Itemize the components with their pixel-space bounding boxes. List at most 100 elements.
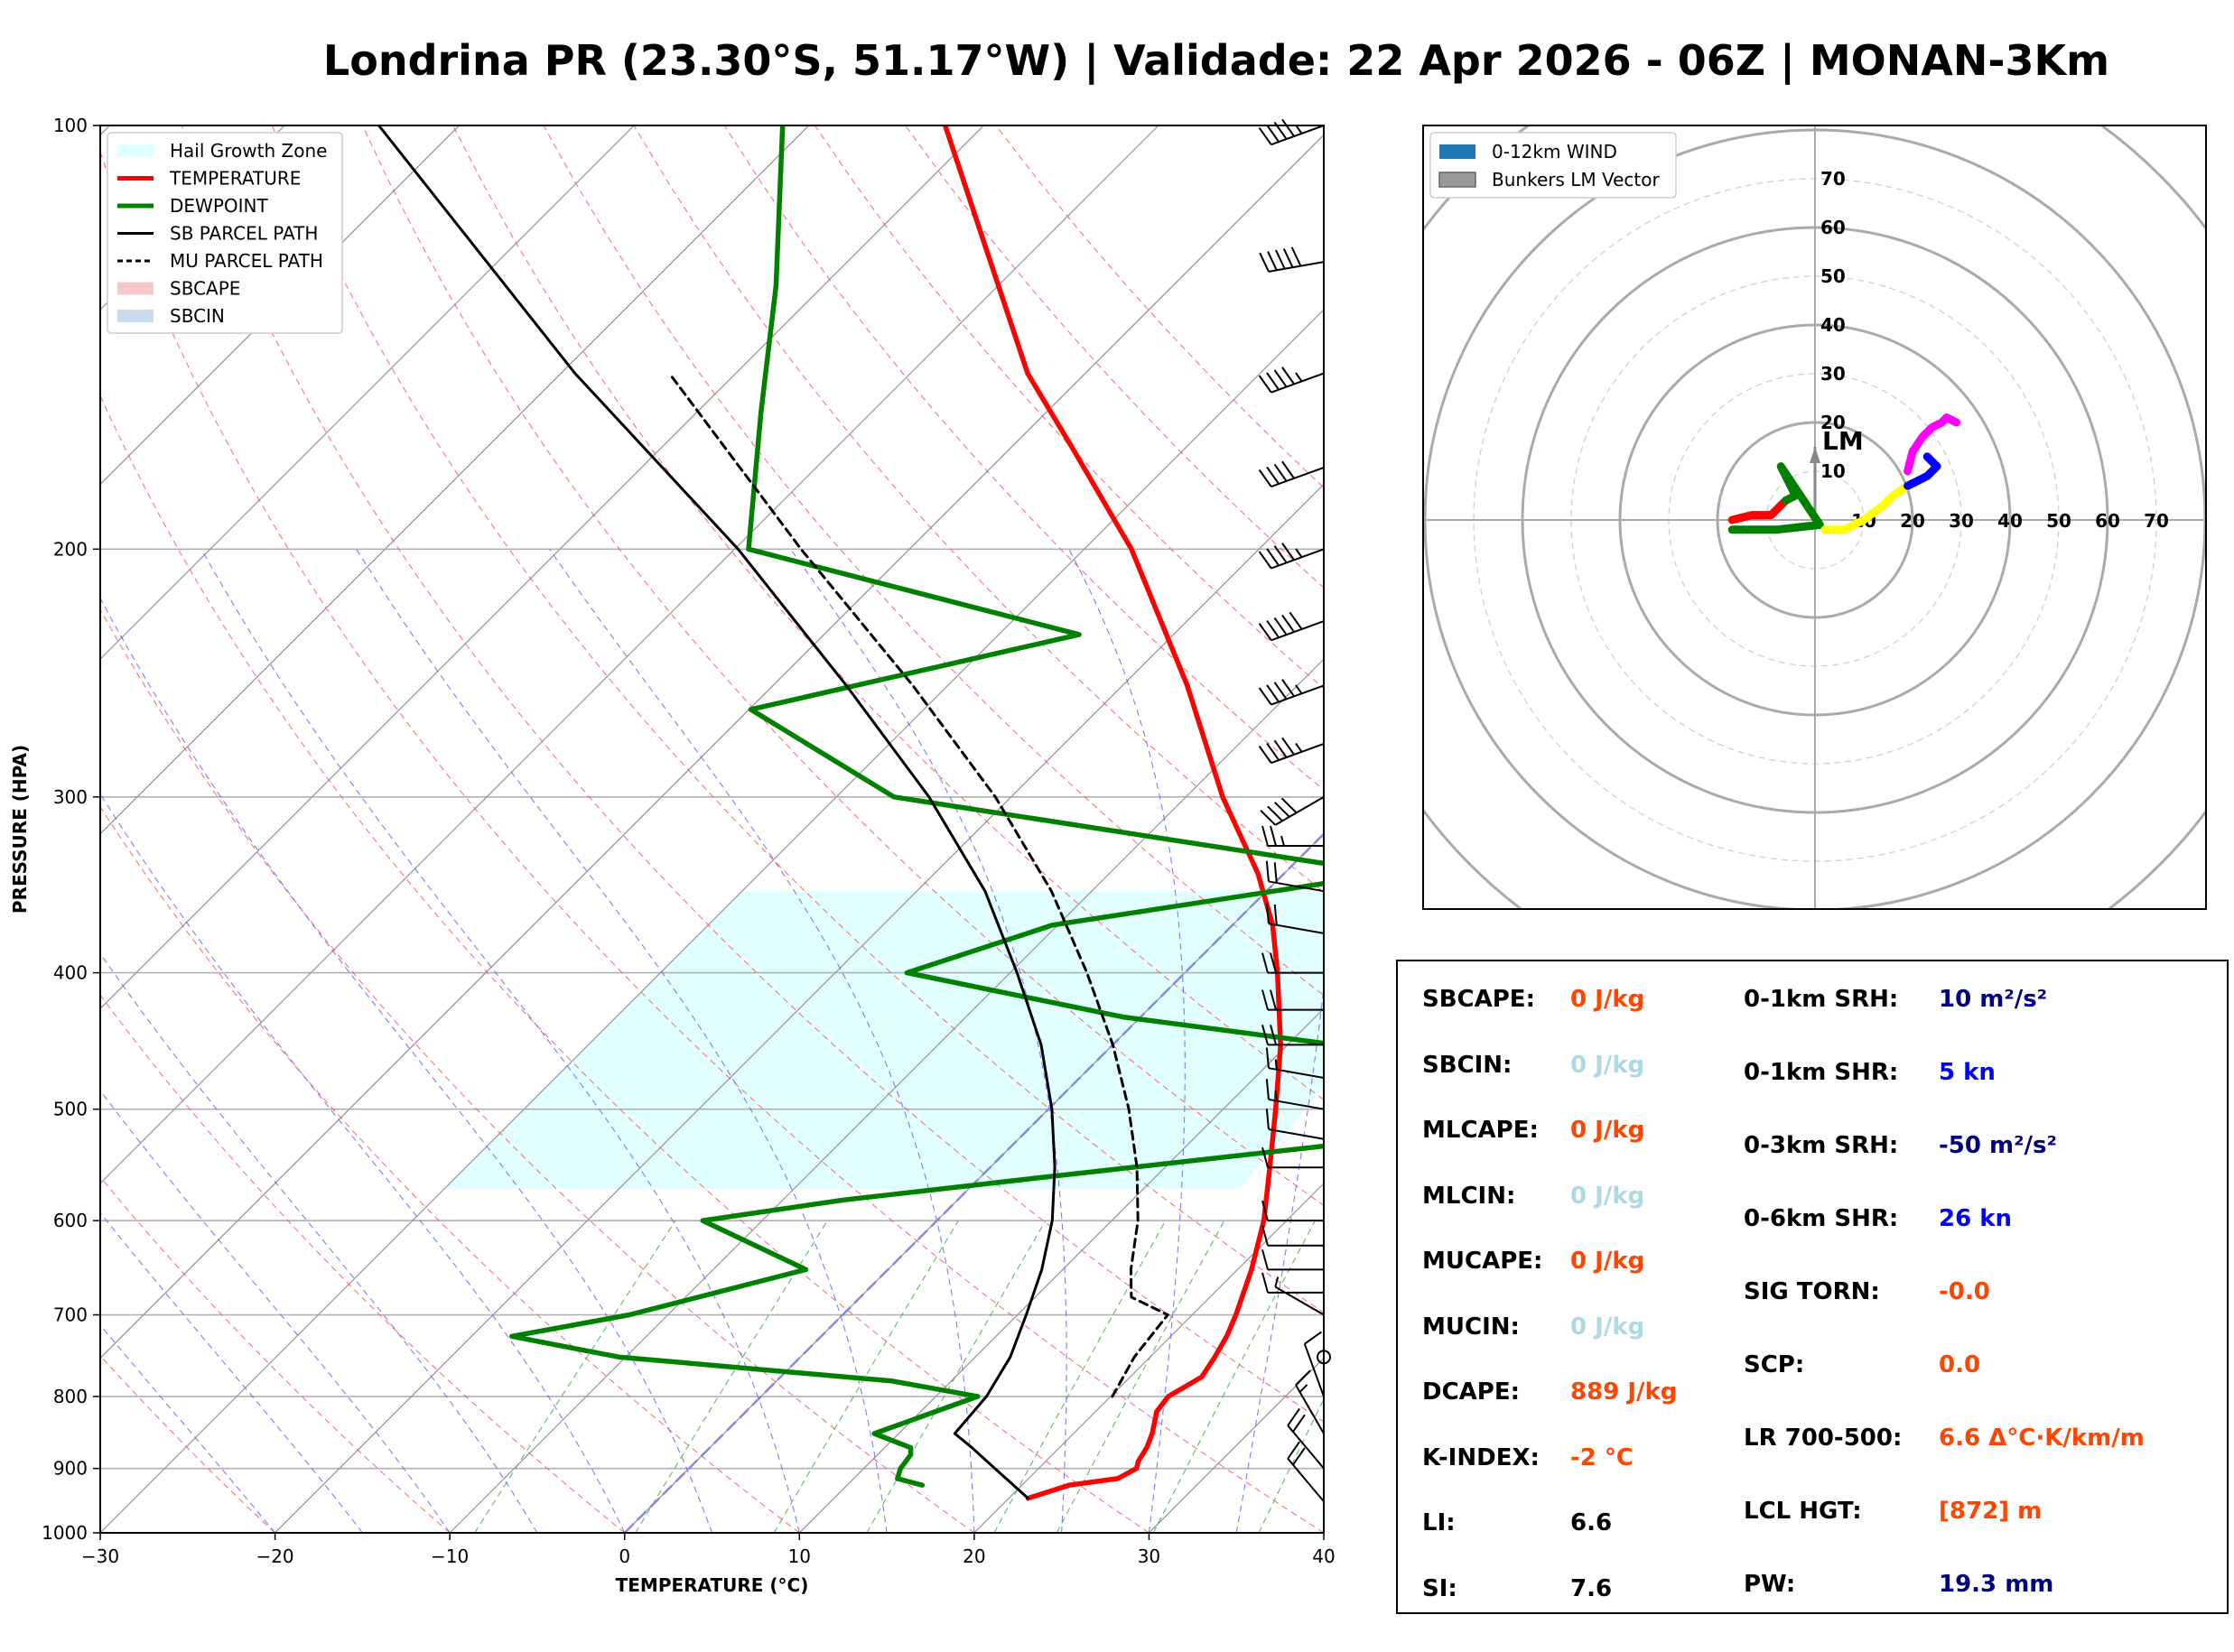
mixing-ratio-line (1258, 1397, 1324, 1533)
wind-barb-flag (1261, 1225, 1269, 1247)
legend-label: MU PARCEL PATH (170, 250, 323, 272)
isotherm--70 (100, 125, 810, 835)
y-tick-label: 200 (53, 538, 88, 560)
hodo-legend-label: Bunkers LM Vector (1492, 169, 1661, 190)
x-tick-label: 20 (963, 1545, 985, 1567)
index-value: 19.3 mm (1939, 1571, 2054, 1598)
x-tick-label: −20 (256, 1545, 293, 1567)
hodo-ring-label: 60 (1820, 217, 1846, 238)
x-axis-label: TEMPERATURE (°C) (616, 1574, 809, 1596)
y-tick-label: 900 (53, 1458, 88, 1480)
skewt-plot-area (100, 125, 1324, 1533)
legend-swatch (117, 310, 154, 322)
mixing-ratio-line (866, 1220, 1047, 1533)
hodo-legend-label: 0-12km WIND (1492, 141, 1617, 162)
wind-barb-flag (1261, 1146, 1269, 1168)
mixing-ratio-line (1152, 1220, 1316, 1533)
skewt-frame (99, 125, 1325, 1534)
wind-barb-flag (1280, 797, 1298, 814)
legend-label: TEMPERATURE (169, 168, 301, 190)
hodo-legend-swatch (1439, 144, 1475, 159)
profile-dewpoint (509, 125, 1324, 1488)
wind-barb-flag (1273, 617, 1288, 636)
index-value: 6.6 (1570, 1509, 1613, 1536)
hodo-ring-label: 70 (1820, 168, 1846, 190)
hodo-trace-1-3km (1727, 462, 1824, 534)
hodo-trace-3-6km (1820, 481, 1913, 534)
index-label: 0-1km SRH: (1744, 986, 1899, 1013)
wind-barb-flag (1282, 248, 1294, 268)
index-label: MLCIN: (1422, 1182, 1516, 1210)
x-tick-label: −10 (431, 1545, 469, 1567)
wind-barb-flag (1304, 1331, 1322, 1345)
moist-adiabat (100, 793, 626, 1533)
wind-barb-staff (1268, 1067, 1325, 1079)
page-title: Londrina PR (23.30°S, 51.17°W) | Validad… (322, 36, 2110, 85)
skewt-legend: Hail Growth Zone TEMPERATURE DEWPOINT SB PA… (107, 132, 343, 334)
indices-panel: SBCAPE: 0 J/kg SBCIN: 0 J/kg MLCAPE: 0 J/kg ML… (1396, 960, 2229, 1614)
dry-adiabat (543, 125, 1324, 997)
wind-barb-flag (1273, 369, 1288, 388)
wind-barb-flag (1261, 1025, 1269, 1045)
freezing-isotherm (623, 831, 1324, 1533)
wind-barb-flag (1270, 989, 1277, 1010)
wind-barb-staff (1287, 1425, 1325, 1470)
hodo-ring-label: 60 (2095, 510, 2120, 532)
wind-barb-half (1295, 742, 1303, 753)
index-value: 10 m²/s² (1939, 986, 2048, 1013)
dry-adiabat (100, 394, 1150, 1533)
index-label: K-INDEX: (1422, 1443, 1540, 1471)
wind-barb-half (1295, 372, 1303, 382)
wind-barb-flag (1265, 1079, 1270, 1100)
dry-adiabat (100, 1354, 275, 1533)
wind-barb-staff (1271, 620, 1325, 642)
dry-adiabat (181, 125, 1324, 1423)
wind-barb-flag (1273, 545, 1288, 563)
wind-barb-staff (1271, 372, 1325, 394)
wind-barb-staff (1274, 1285, 1325, 1316)
moist-adiabat (100, 1211, 363, 1533)
index-value: 0 J/kg (1570, 986, 1645, 1013)
wind-barb-half (1274, 1059, 1278, 1070)
isotherm-10 (798, 1007, 1324, 1533)
wind-barb-flag (1266, 372, 1280, 391)
wind-barb-calm (1317, 1350, 1331, 1365)
index-label: DCAPE: (1422, 1378, 1520, 1406)
wind-barb-flag (1295, 1369, 1311, 1386)
index-label: SI: (1422, 1574, 1457, 1602)
isotherm--50 (100, 125, 1159, 1184)
index-value: -0.0 (1939, 1278, 1990, 1305)
wind-barbs (1258, 118, 1331, 1502)
hodo-legend-box (1429, 132, 1677, 199)
legend-label: Hail Growth Zone (170, 140, 327, 162)
wind-barb-flag (1261, 825, 1269, 847)
legend-label: DEWPOINT (170, 195, 268, 217)
wind-barb-half (1274, 1091, 1278, 1101)
y-tick-label: 300 (53, 786, 88, 808)
isotherm--80 (100, 125, 635, 661)
profile-sb-parcel-path (377, 125, 1056, 1500)
index-value: 0 J/kg (1570, 1051, 1645, 1079)
index-label: SBCIN: (1422, 1051, 1513, 1079)
index-label: SIG TORN: (1744, 1278, 1880, 1305)
index-value: 7.6 (1570, 1574, 1613, 1602)
index-value: -2 °C (1570, 1443, 1634, 1471)
y-tick-label: 800 (53, 1386, 88, 1407)
wind-barb-flag (1258, 375, 1272, 394)
isotherm--100 (100, 125, 285, 311)
moist-adiabat (100, 952, 538, 1533)
moist-adiabat (1068, 549, 1186, 1533)
wind-barb-half (1299, 1384, 1308, 1393)
hodo-ring-label: 40 (1820, 314, 1846, 336)
mixing-ratio-line (635, 1220, 828, 1533)
hodo-ring-label: 50 (2046, 510, 2071, 532)
wind-barb-flag (1266, 124, 1280, 143)
wind-barb-staff (1268, 261, 1325, 273)
x-tick-label: −30 (81, 1545, 119, 1567)
wind-barb-staff (1271, 466, 1325, 488)
index-label: LCL HGT: (1744, 1498, 1862, 1525)
wind-barb-flag (1273, 682, 1288, 701)
dry-adiabat (100, 994, 626, 1533)
